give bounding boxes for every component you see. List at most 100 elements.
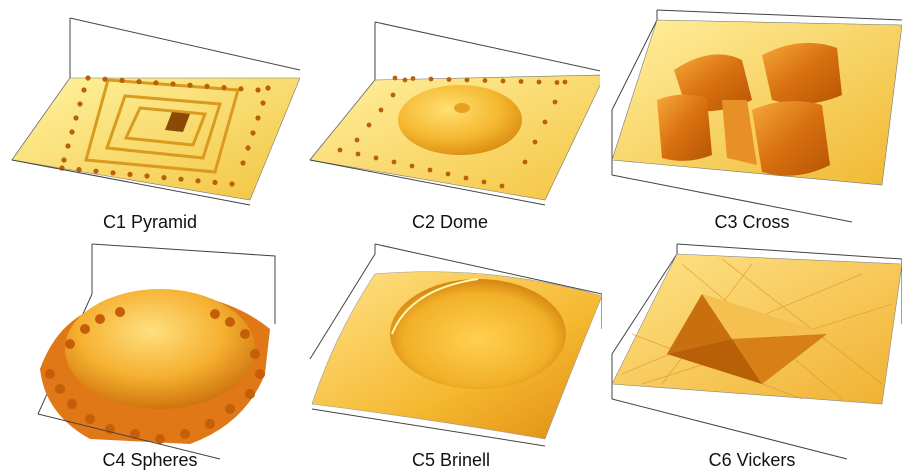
surface-dot: [45, 369, 55, 379]
surface-dot: [76, 167, 82, 173]
surface-dot: [178, 176, 184, 182]
surface-dot: [195, 178, 201, 184]
surface-dot: [85, 414, 95, 424]
surface-dot: [500, 78, 506, 84]
panel-c2-dome: C2 Dome: [300, 0, 600, 234]
surface-dot: [554, 80, 560, 85]
surface-dot: [221, 85, 227, 91]
surface-dot: [552, 99, 558, 105]
dot-markers: [59, 75, 271, 187]
dome-surface-render: [309, 21, 600, 206]
surface-dot: [355, 151, 361, 157]
surface-dot: [115, 307, 125, 317]
surface-dot: [463, 175, 469, 181]
panel-caption: C3 Cross: [714, 212, 790, 232]
surface-dot: [392, 75, 398, 81]
panel-c5-brinell: C5 Brinell: [300, 234, 602, 470]
surface-dot: [155, 434, 165, 444]
surface-dot: [225, 317, 235, 327]
surface-dot: [518, 79, 524, 84]
cross-surface-render: [611, 9, 902, 223]
surface-dot: [65, 143, 71, 149]
surface-dot: [373, 155, 379, 161]
surface-dot: [127, 171, 133, 177]
spheres-surface-render: [37, 243, 276, 460]
surface-dot: [225, 404, 235, 414]
surface-dot: [255, 115, 261, 121]
vickers-surface-render: [611, 243, 902, 460]
surface-dot: [410, 76, 416, 81]
surface-dot: [542, 119, 548, 125]
surface-dot: [61, 157, 67, 163]
surface-dot: [212, 179, 218, 185]
pyramid-surface-render: [11, 17, 300, 206]
surface-dot: [119, 77, 125, 83]
surface-dot: [366, 122, 372, 128]
surface-dot: [95, 314, 105, 324]
surface-dot: [536, 79, 542, 85]
surface-dot: [204, 83, 210, 89]
surface-dot: [245, 389, 255, 399]
surface-dot: [354, 137, 360, 143]
panel-c4-spheres: C4 Spheres: [0, 234, 300, 470]
surface-dot: [144, 173, 150, 179]
panel-c3-cross: C3 Cross: [602, 0, 902, 234]
surface-dot: [464, 77, 470, 83]
surface-dot: [255, 369, 265, 379]
surface-dot: [69, 129, 75, 135]
brinell-surface-render: [309, 243, 602, 447]
surface-dot: [428, 76, 434, 82]
surface-dot: [180, 429, 190, 439]
panel-caption: C6 Vickers: [708, 450, 796, 470]
surface-dot: [93, 168, 99, 174]
surface-dot: [130, 429, 140, 439]
panel-c6-vickers: C6 Vickers: [602, 234, 902, 470]
surface-dot: [240, 329, 250, 339]
scratch-line: [721, 258, 883, 385]
surface-dot: [77, 101, 83, 107]
surface-dot: [446, 77, 452, 82]
surface-dot: [260, 100, 266, 106]
surface-dot: [391, 159, 397, 165]
surface-dot: [250, 130, 256, 136]
surface-dot: [378, 107, 384, 113]
surface-dot: [240, 160, 246, 166]
surface-dot: [161, 175, 167, 181]
surface-dot: [238, 86, 244, 92]
surface-dot: [409, 163, 415, 169]
surface-dot: [110, 170, 116, 176]
surface-dot: [481, 179, 487, 185]
surface-dot: [65, 339, 75, 349]
panel-caption: C1 Pyramid: [102, 212, 198, 232]
surface-dot: [445, 171, 451, 177]
surface-dot: [427, 167, 433, 173]
surface-dot: [532, 139, 538, 145]
surface-dot: [81, 87, 87, 93]
surface-dot: [210, 309, 220, 319]
surface-dot: [245, 145, 251, 151]
surface-dot: [136, 79, 142, 85]
surface-dot: [170, 81, 176, 87]
surface-dot: [250, 349, 260, 359]
surface-dot: [153, 80, 159, 86]
surface-dot: [402, 77, 408, 83]
surface-dot: [205, 419, 215, 429]
surface-dot: [255, 87, 261, 93]
surface-dot: [562, 79, 568, 85]
surface-dot: [337, 147, 343, 153]
surface-dot: [55, 384, 65, 394]
surface-dot: [73, 115, 79, 121]
panel-caption: C4 Spheres: [102, 450, 198, 470]
surface-dot: [187, 82, 193, 88]
surface-dot: [80, 324, 90, 334]
surface-dot: [522, 159, 528, 165]
surface-dot: [482, 78, 488, 83]
surface-dot: [265, 85, 271, 91]
surface-dot: [499, 183, 505, 189]
panel-caption: C2 Dome: [411, 212, 489, 232]
surface-dot: [390, 92, 396, 98]
surface-dot: [67, 399, 77, 409]
surface-dot: [229, 181, 235, 187]
panel-caption: C5 Brinell: [411, 450, 491, 470]
surface-dot: [85, 75, 91, 81]
